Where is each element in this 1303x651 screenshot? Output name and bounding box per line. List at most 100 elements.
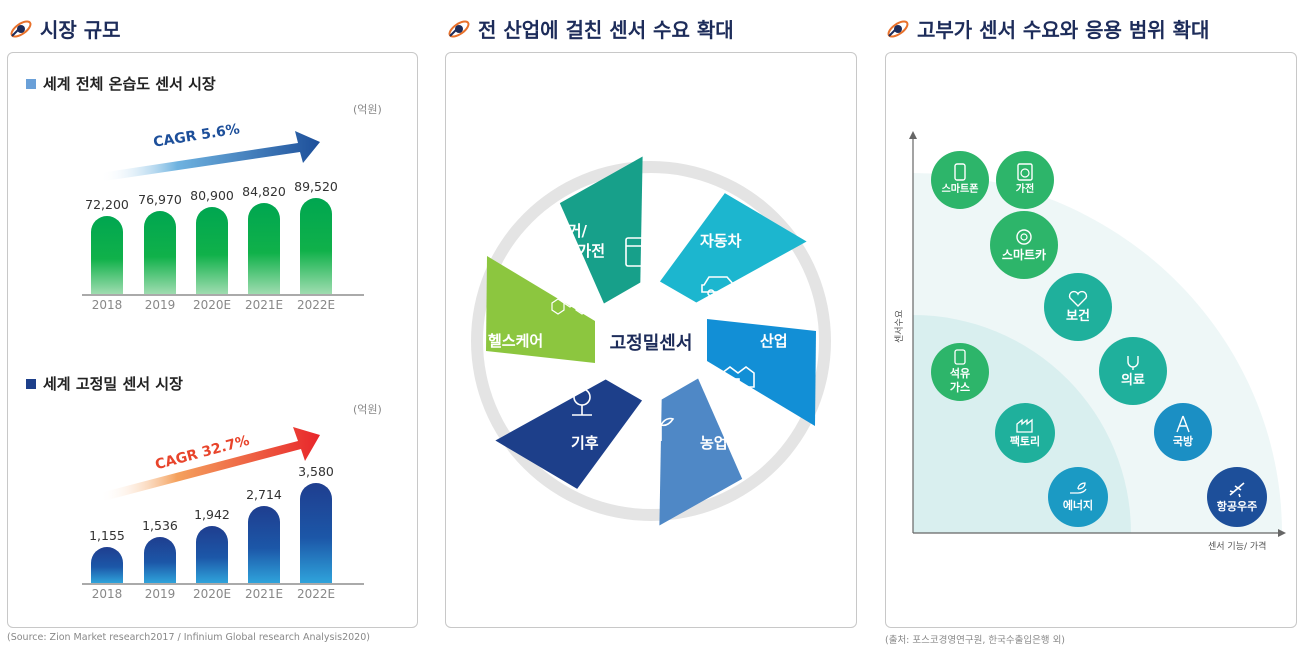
x-tick-label: 2021E [244,298,284,312]
satellite-icon [887,19,909,38]
wheel-segment-health [486,256,595,363]
molecule-icon [551,291,589,315]
chart2-cagr-arrow [100,427,320,501]
chart1-cagr-arrow [100,131,320,181]
x-tick-label: 2019 [144,587,176,601]
bubble-label: 석유 가스 [949,367,971,394]
source-note-left: (Source: Zion Market research2017 / Infi… [7,632,370,643]
airplane-icon [1229,482,1245,498]
bubble-label: 에너지 [1062,499,1094,512]
y-axis-label: 센서수요 [895,309,905,343]
x-tick-label: 2019 [144,298,176,312]
stethoscope-icon [1127,356,1139,370]
bar-2018 [91,547,123,583]
smartphone-icon [954,163,966,181]
segment-label-health: 헬스케어 [488,332,544,350]
bar-value-label: 84,820 [242,183,286,199]
bar-2020E [196,526,228,583]
bar-2019 [144,536,176,583]
legend-square-icon [26,78,36,89]
bar-2022E [300,198,332,294]
wheel-segment-home [559,156,643,304]
chart2-title: 세계 고정밀 센서 시장 [26,373,183,394]
segment-label-home: 주거/ 스마트가전 [536,222,606,260]
section-title-text: 시장 규모 [40,18,121,42]
factory-icon [1016,418,1033,433]
bubble-label: 스마트카 [1001,248,1047,262]
section-title-text: 전 산업에 걸친 센서 수요 확대 [478,18,734,42]
x-tick-label: 2021E [244,587,284,601]
wheel-center-circle [603,293,699,389]
satellite-icon [10,19,32,38]
bubble-smartphone: 스마트폰 [931,151,989,209]
bar-value-label: 1,942 [194,507,230,523]
tree-icon [572,388,592,416]
chart2-title-text: 세계 고정밀 센서 시장 [43,375,183,393]
bubble-label: 국방 [1172,435,1194,448]
bubble-label: 의료 [1121,373,1145,388]
x-axis-label: 센서 기능/ 가격 [1208,542,1267,552]
bar-2019 [144,211,176,294]
bar-2022E [300,483,332,583]
segment-label-industry: 산업 [760,332,788,350]
x-axis-arrow-icon [1278,529,1286,537]
bar-2018 [91,216,123,294]
x-tick-label: 2020E [192,298,232,312]
bubble-energy: 에너지 [1048,467,1108,527]
bar-value-label: 89,520 [294,179,338,194]
factory-icon [721,366,755,388]
segment-label-agriculture: 농업 [700,434,728,452]
bar-2021E [248,202,280,294]
oil-barrel-icon [954,349,966,365]
wheel-segment-agriculture [659,378,743,526]
bar-value-label: 1,155 [89,528,125,543]
section-title-text: 고부가 센서 수요와 응용 범위 확대 [917,18,1210,42]
x-tick-label: 2018 [91,298,123,312]
x-tick-label: 2022E [296,587,336,601]
wheel-center-label: 고정밀센서 [609,333,693,354]
wheel-segment-climate [495,379,643,489]
section-title-demand: 전 산업에 걸친 센서 수요 확대 [446,14,734,43]
bubble-smartcar: 스마트카 [990,211,1058,279]
x-tick-label: 2018 [91,587,123,601]
chart1-title: 세계 전체 온습도 센서 시장 [26,73,216,94]
bar-value-label: 76,970 [138,192,182,208]
bubble-label: 팩토리 [1009,435,1041,448]
segment-label-auto: 자동차 [700,232,742,250]
section-title-high-value: 고부가 센서 수요와 응용 범위 확대 [885,14,1209,43]
hand-leaf-icon [1070,482,1087,494]
x-tick-label: 2020E [192,587,232,601]
demand-panel: 주거/ 스마트가전 자동차 산업 농업 기후 헬스케어 고정밀센서 [445,52,857,628]
fridge-icon [625,237,647,267]
wheel-segment-industry [707,319,816,426]
car-gear-icon [1016,229,1032,245]
bar-2020E [196,206,228,294]
x-tick-label: 2022E [296,298,336,312]
chart1-plot: 72,200 2018 76,970 2019 80,900 2020E 84,820 202… [8,53,417,627]
chart2-unit: (억원) [353,403,382,416]
bubble-factory: 팩토리 [995,403,1055,463]
bubble-oilgas: 석유 가스 [931,343,989,401]
bar-value-label: 2,714 [246,486,282,502]
y-axis-arrow-icon [909,131,917,139]
car-icon [701,276,739,297]
bar-value-label: 80,900 [190,187,234,203]
source-note-right: (출처: 포스코경영연구원, 한국수출입은행 외) [885,635,1066,646]
bar-value-label: 1,536 [142,517,178,533]
chart1-unit: (억원) [353,103,382,116]
bar-value-label: 72,200 [85,197,129,212]
bubble-label: 가전 [1015,184,1035,195]
bubble-medical: 의료 [1099,337,1167,405]
legend-square-icon [26,378,36,389]
bubble-aerospace: 항공우주 [1207,467,1267,527]
wheel-segment-auto [659,193,807,303]
radio-tower-icon [1176,415,1190,433]
bar-value-label: 3,580 [298,464,334,479]
segment-label-climate: 기후 [571,434,599,452]
heart-pulse-icon [1068,290,1088,307]
market-size-panel: 세계 전체 온습도 센서 시장 (억원) CAGR 5.6% 72,200 201… [7,52,418,628]
bar-2021E [248,505,280,583]
high-value-panel: 센서수요 센서 기능/ 가격 스마트폰 가전 스마트카 보건 의료 석유 가스 … [885,52,1297,628]
bubble-health: 보건 [1044,273,1112,341]
satellite-icon [448,19,470,38]
